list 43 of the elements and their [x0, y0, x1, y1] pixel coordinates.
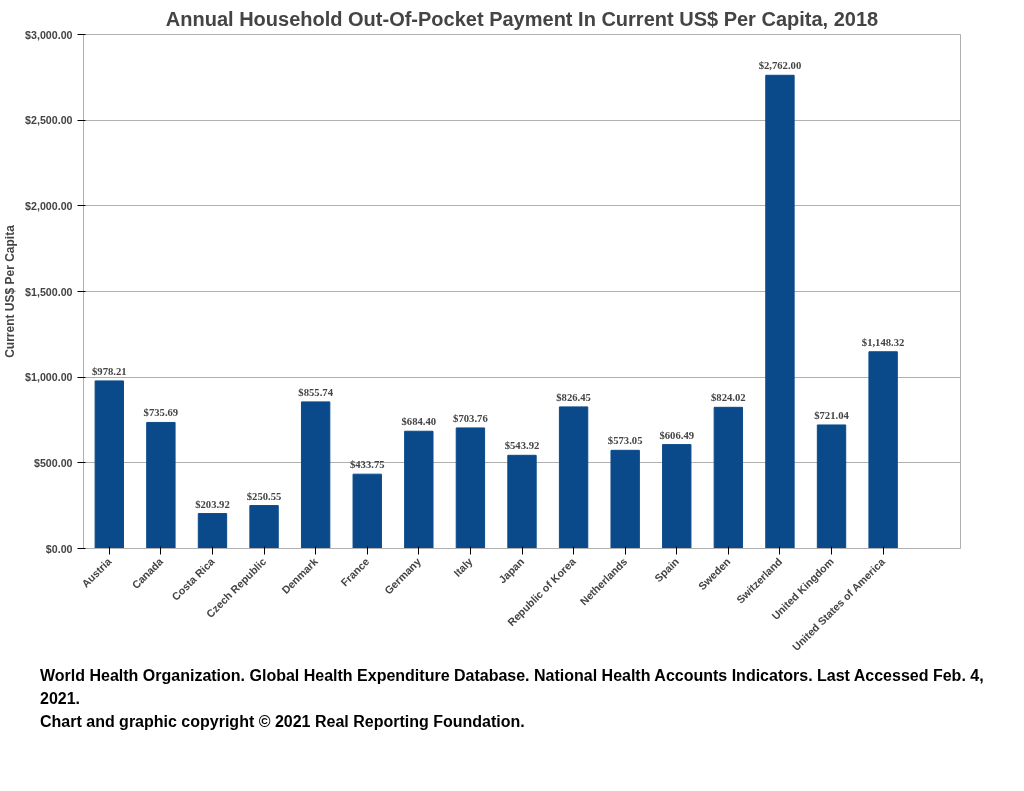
data-label: $684.40 — [401, 416, 437, 428]
bar — [197, 513, 228, 549]
bar — [249, 505, 279, 549]
bar — [146, 421, 176, 549]
y-tick-label: $2,500.00 — [25, 114, 73, 127]
bar — [558, 406, 589, 549]
text: World Health Organization. Global Health Expenditure Database. National Health Accounts Indicators. Last Accessed Feb. 4, 2021. — [40, 667, 984, 707]
data-label: $824.02 — [711, 392, 746, 404]
data-label: $573.05 — [607, 435, 643, 447]
text: Chart and graphic copyright © 2021 Real Reporting Foundation. — [40, 712, 525, 730]
y-tick-label: $0.00 — [45, 542, 73, 555]
bar — [816, 424, 847, 549]
bar — [404, 430, 434, 549]
data-label: $1,148.32 — [861, 336, 905, 348]
bar — [455, 427, 486, 549]
bar — [713, 406, 744, 549]
data-label: $703.76 — [453, 412, 489, 424]
data-label: $543.92 — [504, 440, 540, 452]
y-tick-label: $1,500.00 — [25, 285, 73, 298]
data-label: $203.92 — [195, 498, 230, 510]
y-tick-label: $1,000.00 — [25, 371, 73, 384]
y-axis-title: Current US$ Per Capita — [3, 224, 18, 358]
data-label: $978.21 — [91, 365, 127, 377]
bar — [507, 454, 537, 549]
bar — [868, 351, 898, 549]
data-label: $855.74 — [298, 386, 334, 398]
bar — [610, 449, 640, 549]
y-tick-label: $2,000.00 — [25, 199, 73, 212]
data-label: $735.69 — [143, 407, 179, 419]
data-label: $606.49 — [659, 429, 695, 441]
bar — [94, 380, 124, 549]
data-label: $721.04 — [814, 409, 850, 421]
data-label: $250.55 — [246, 490, 282, 502]
data-label: $433.75 — [349, 459, 385, 471]
y-tick-label: $500.00 — [33, 456, 73, 469]
bar — [765, 74, 795, 549]
chart-title: Annual Household Out-Of-Pocket Payment In Current US$ Per Capita, 2018 — [165, 7, 879, 30]
data-label: $826.45 — [556, 391, 591, 403]
bar — [662, 444, 692, 549]
bar — [352, 473, 382, 549]
data-label: $2,762.00 — [758, 60, 802, 72]
bar — [300, 401, 331, 549]
y-tick-label: $3,000.00 — [25, 28, 73, 41]
